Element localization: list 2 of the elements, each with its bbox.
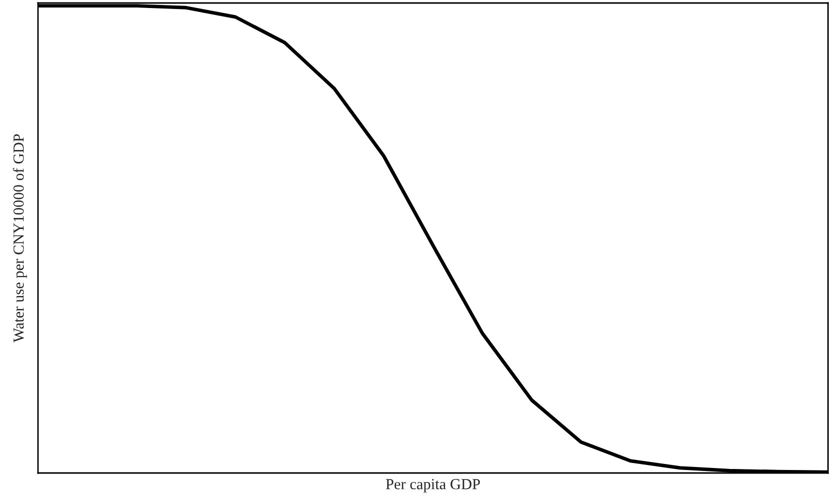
x-axis-title: Per capita GDP <box>386 479 480 492</box>
y-axis-title: Water use per CNY10000 of GDP <box>12 134 27 342</box>
